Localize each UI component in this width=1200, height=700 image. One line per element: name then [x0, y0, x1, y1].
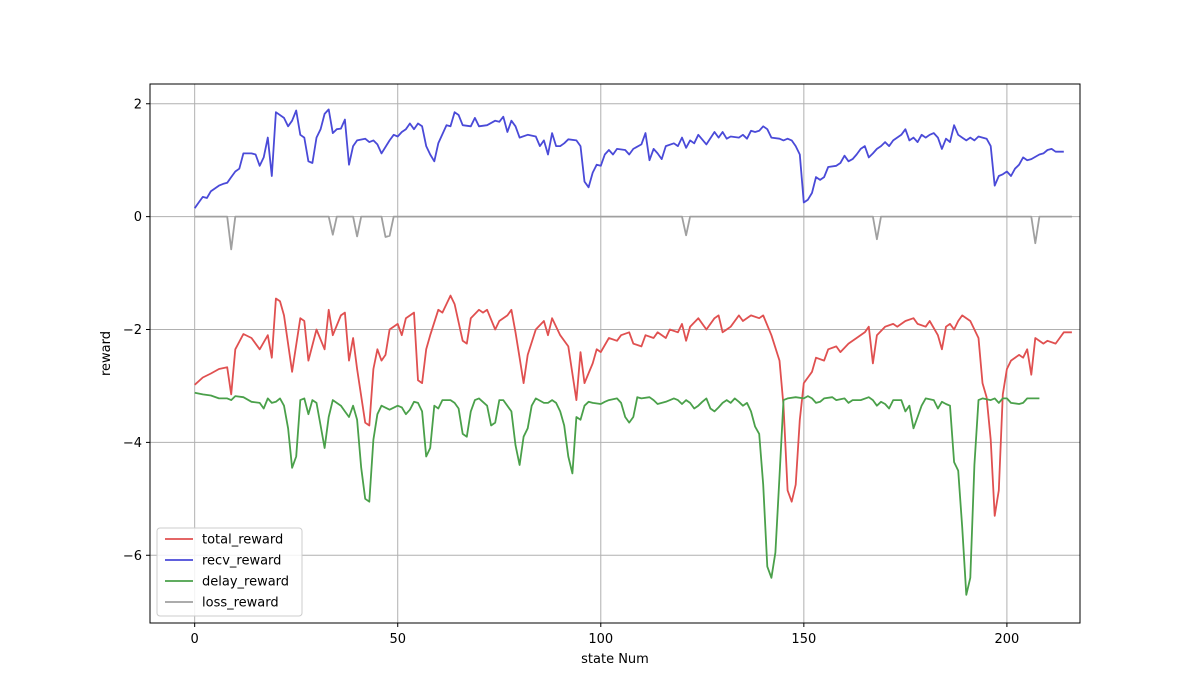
- legend-label: loss_reward: [202, 596, 279, 611]
- x-tick-label: 0: [191, 632, 199, 647]
- x-tick-label: 200: [994, 632, 1019, 647]
- legend: total_reward recv_reward delay_reward loss_…: [156, 527, 303, 617]
- x-tick-label: 100: [588, 632, 613, 647]
- x-tick-label: 150: [791, 632, 816, 647]
- series-lines: [193, 108, 1072, 596]
- y-tick-label: 0: [134, 210, 142, 225]
- plot-frame: [149, 83, 1081, 624]
- legend-label: delay_reward: [202, 575, 289, 590]
- series-line-loss-reward: [194, 215, 1072, 251]
- legend-box: [156, 527, 303, 617]
- legend-label: total_reward: [202, 533, 283, 548]
- axis-ticks: 0 50 100 150 200 −6 −4 −2 0 2: [123, 97, 1019, 647]
- x-tick-label: 50: [389, 632, 406, 647]
- series-line-recv-reward: [193, 108, 1064, 209]
- y-tick-label: −2: [123, 323, 142, 338]
- x-axis-label: state Num: [581, 652, 649, 667]
- y-axis-label: reward: [99, 331, 114, 376]
- y-tick-label: −4: [123, 436, 142, 451]
- y-tick-label: 2: [134, 97, 142, 112]
- legend-label: recv_reward: [202, 554, 281, 569]
- y-tick-label: −6: [123, 549, 142, 564]
- series-line-total-reward: [194, 294, 1072, 517]
- series-line-delay-reward: [194, 391, 1040, 596]
